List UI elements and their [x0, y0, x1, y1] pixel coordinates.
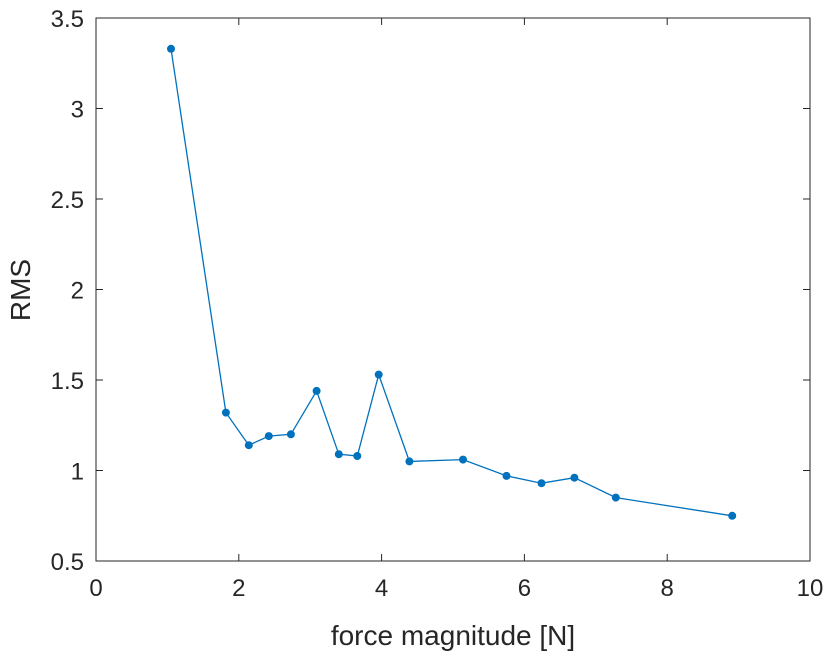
plot-area — [96, 18, 810, 561]
y-tick-label: 2.5 — [51, 187, 84, 214]
y-tick-label: 1 — [71, 459, 84, 486]
y-tick-label: 1.5 — [51, 368, 84, 395]
data-point — [374, 370, 383, 379]
data-point — [167, 44, 175, 53]
y-tick-label: 3 — [71, 97, 84, 124]
tick-labels: 0 2 4 6 8 10 0.5 1 1.5 2 2.5 3 3.5 — [51, 6, 824, 602]
data-point — [286, 430, 295, 439]
data-point — [459, 455, 467, 464]
x-tick-label: 8 — [661, 575, 674, 602]
x-tick-label: 6 — [518, 575, 531, 602]
data-point — [264, 432, 273, 441]
y-tick-label: 0.5 — [51, 549, 84, 576]
data-point — [244, 441, 253, 450]
data-point — [221, 408, 230, 417]
data-point — [537, 479, 546, 488]
data-point — [570, 473, 579, 482]
data-point — [405, 457, 414, 466]
series-line — [170, 48, 733, 517]
y-tick-label: 3.5 — [51, 6, 84, 33]
data-point — [728, 511, 737, 520]
plot-box — [95, 17, 811, 562]
x-axis-label: force magnitude [N] — [331, 620, 575, 651]
data-point — [334, 450, 343, 459]
x-tick-label: 0 — [89, 575, 102, 602]
data-point — [502, 471, 511, 480]
x-tick-label: 10 — [797, 575, 824, 602]
y-tick-label: 2 — [71, 278, 84, 305]
x-tick-label: 4 — [375, 575, 388, 602]
data-point — [312, 386, 321, 395]
data-point — [353, 452, 362, 460]
data-points — [167, 44, 737, 520]
x-tick-label: 2 — [232, 575, 245, 602]
y-axis-label: RMS — [5, 259, 36, 321]
data-point — [611, 493, 620, 502]
